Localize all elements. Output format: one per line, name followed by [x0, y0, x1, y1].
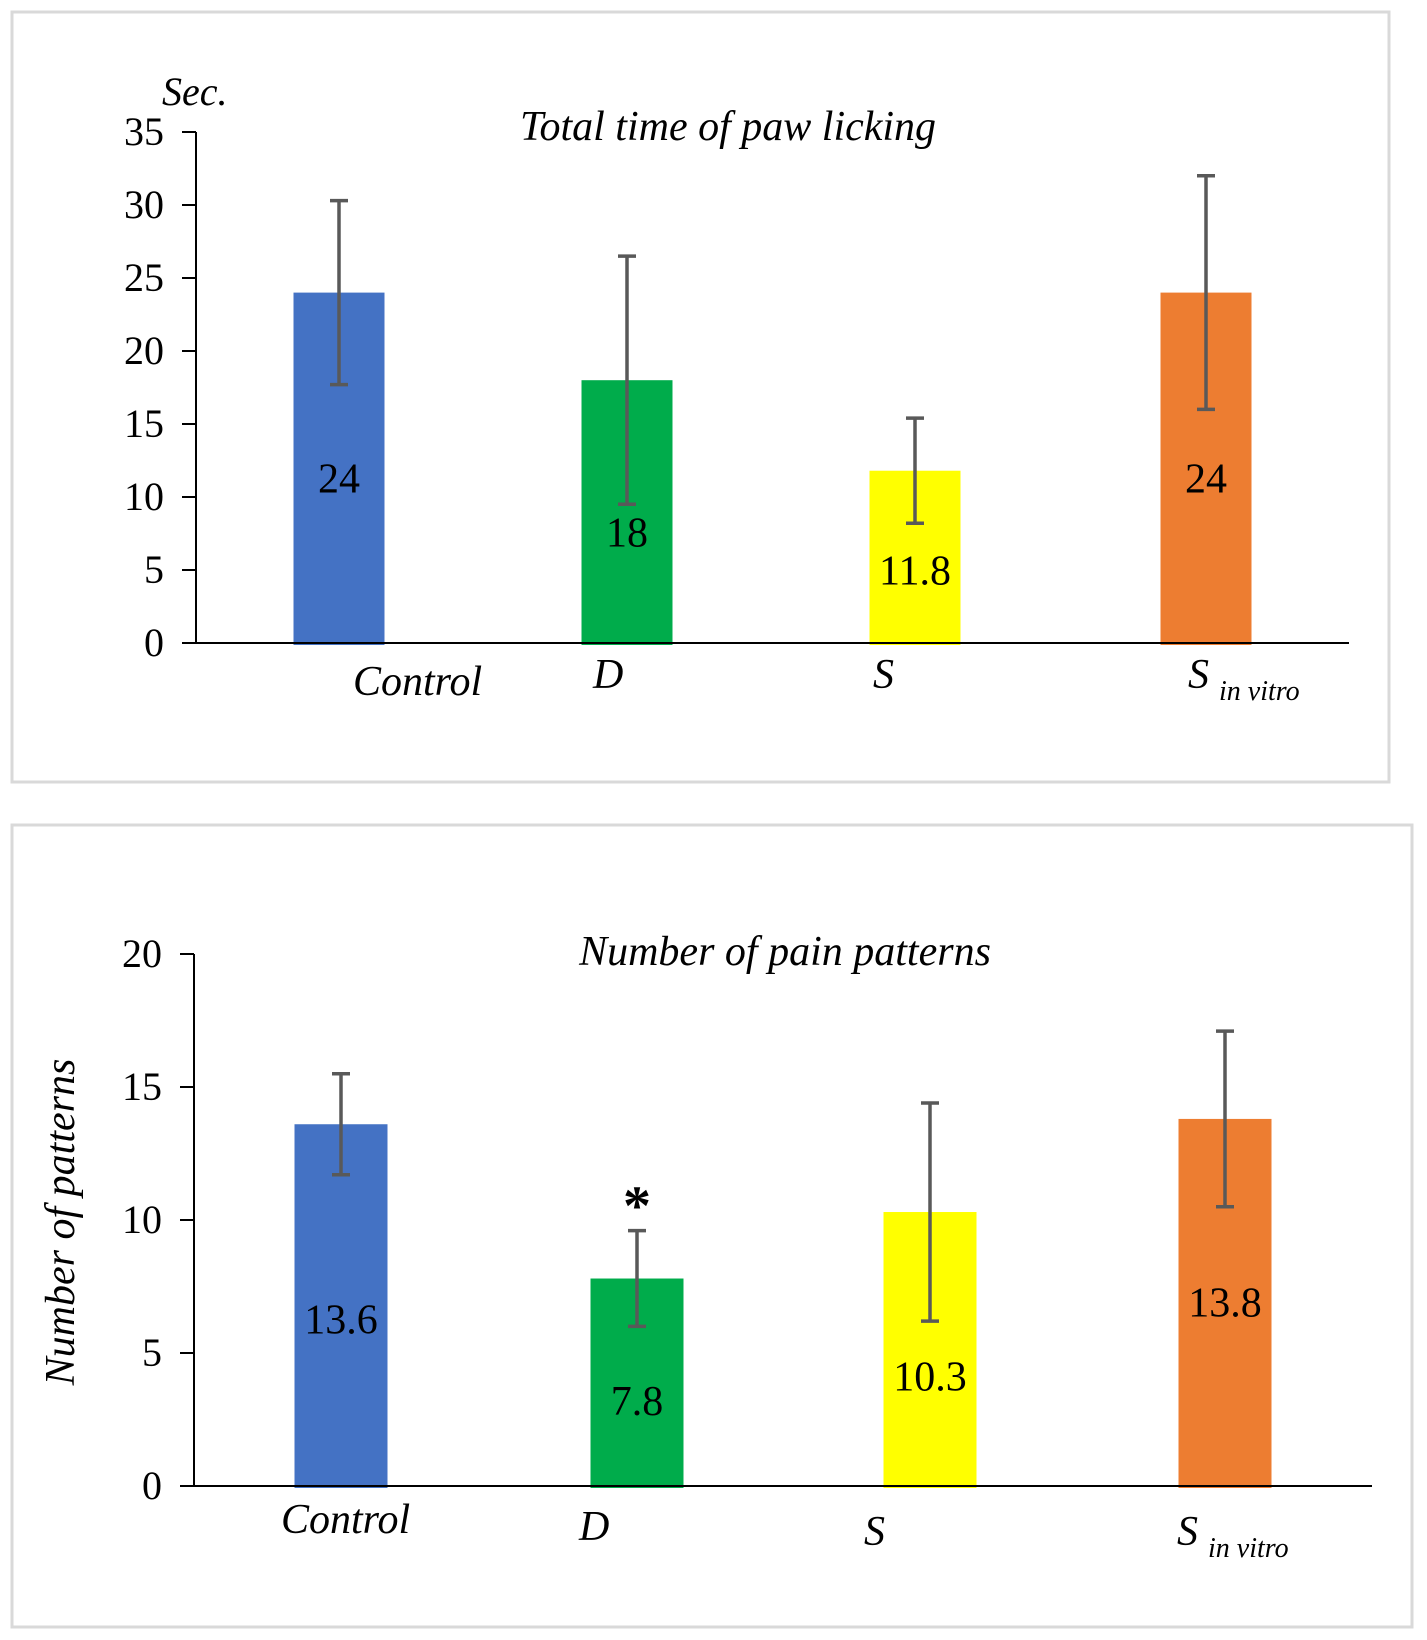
- y-tick-label: 35: [124, 109, 164, 154]
- chart-1-title: Total time of paw licking: [520, 104, 936, 150]
- data-label: 24: [318, 456, 360, 502]
- y-tick-label: 25: [124, 255, 164, 300]
- chart-panel-paw-licking: Sec. Total time of paw licking 0 5 10 15 20 2…: [10, 10, 1391, 784]
- category-label-subscript: in vitro: [1208, 1533, 1289, 1564]
- data-label: 13.8: [1188, 1280, 1262, 1326]
- chart-2-data-labels: 13.6 7.8 10.3 13.8: [304, 1280, 1262, 1424]
- bar-control: [294, 1124, 388, 1488]
- data-label: 18: [606, 511, 648, 557]
- y-tick-label: 15: [122, 1064, 162, 1109]
- y-tick-label: 0: [144, 620, 164, 665]
- data-label: 7.8: [611, 1379, 664, 1425]
- chart-2-y-ticks: 0 5 10 15 20: [122, 931, 194, 1508]
- category-label: Control: [281, 1497, 410, 1543]
- chart-1-error-bars: [330, 174, 1215, 526]
- chart-1-axes: [182, 132, 1349, 644]
- data-label: 13.6: [304, 1298, 378, 1344]
- y-tick-label: 5: [144, 547, 164, 592]
- chart-1-border: [10, 10, 1391, 784]
- y-tick-label: 30: [124, 182, 164, 227]
- chart-1-data-labels: 24 18 11.8 24: [318, 456, 1227, 594]
- chart-2-y-axis-label: Number of patterns: [38, 1059, 84, 1387]
- y-tick-label: 20: [122, 931, 162, 976]
- category-label: S: [873, 652, 894, 698]
- chart-2-annotations: *: [623, 1176, 651, 1238]
- y-tick-label: 10: [124, 474, 164, 519]
- chart-2-axes: [180, 954, 1372, 1487]
- category-label-subscript: in vitro: [1219, 676, 1300, 707]
- chart-1-y-ticks: 0 5 10 15 20 25 30 35: [124, 109, 196, 665]
- category-label: S: [864, 1509, 885, 1555]
- chart-2-error-bars: [332, 1029, 1234, 1329]
- category-label: Control: [353, 659, 482, 705]
- significance-asterisk: *: [623, 1176, 651, 1238]
- data-label: 11.8: [879, 549, 951, 595]
- y-tick-label: 15: [124, 401, 164, 446]
- y-tick-label: 0: [142, 1463, 162, 1508]
- data-label: 10.3: [893, 1354, 967, 1400]
- category-label: D: [592, 652, 623, 698]
- category-label: D: [578, 1504, 609, 1550]
- y-tick-label: 10: [122, 1197, 162, 1242]
- chart-2-title: Number of pain patterns: [578, 929, 991, 975]
- y-tick-label: 5: [142, 1330, 162, 1375]
- y-tick-label: 20: [124, 328, 164, 373]
- chart-panel-pain-patterns: Number of pain patterns Number of patter…: [10, 823, 1414, 1629]
- data-label: 24: [1185, 456, 1227, 502]
- chart-1-y-unit-label: Sec.: [162, 69, 228, 114]
